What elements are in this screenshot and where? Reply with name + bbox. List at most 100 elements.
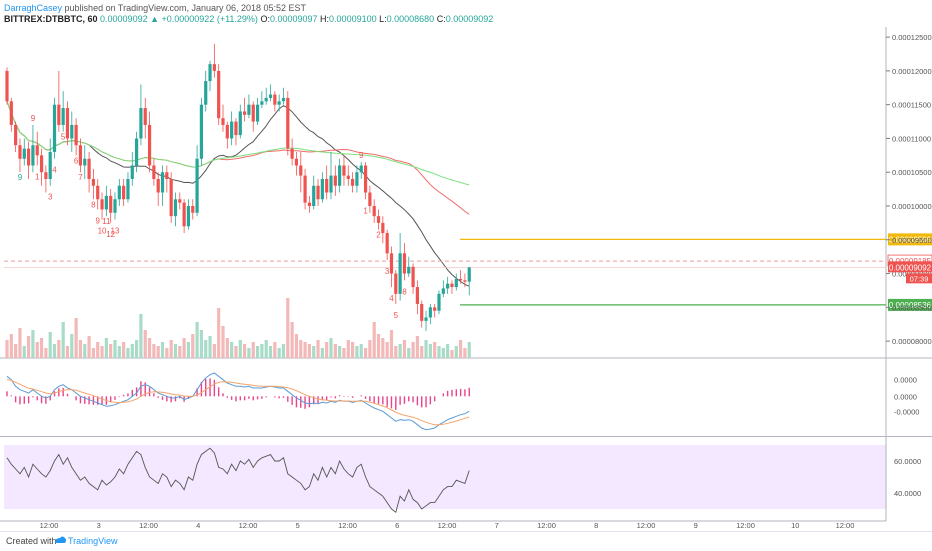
volume-bar <box>398 344 402 358</box>
volume-bar <box>221 326 225 358</box>
volume-bar <box>173 344 178 358</box>
td-sequential-label: 8 <box>91 200 96 209</box>
volume-bar <box>312 346 316 358</box>
candle-body <box>454 278 458 288</box>
volume-bar <box>243 344 247 358</box>
volume-bar <box>96 342 100 358</box>
volume-bar <box>437 346 441 358</box>
rsi-band <box>4 445 886 509</box>
candle-body <box>411 266 415 288</box>
candle-body <box>286 97 290 149</box>
volume-bar <box>329 338 333 358</box>
candle-body <box>277 101 281 105</box>
candle-body <box>385 233 389 254</box>
symbol-info: BITTREX:DTBBTC, 60 0.00009092 ▲ +0.00000… <box>4 14 493 24</box>
candle-body <box>31 145 35 166</box>
candle-body <box>441 288 445 294</box>
time-tick-label: 12:00 <box>239 521 258 530</box>
last-price-tag <box>888 261 932 273</box>
volume-bar <box>52 344 57 358</box>
macd-tick-label: -0.0000 <box>894 407 919 416</box>
candle-body <box>316 185 320 200</box>
tradingview-logo-icon[interactable] <box>54 534 67 547</box>
volume-bar <box>160 342 165 358</box>
ohlc-open-label: O: <box>260 14 270 24</box>
candle-body <box>351 178 355 186</box>
countdown-label: 07:39 <box>910 274 929 283</box>
candle-body <box>376 216 381 223</box>
volume-bar <box>286 298 290 358</box>
volume-bar <box>463 348 467 358</box>
candle-body <box>100 199 104 210</box>
rsi-line <box>6 447 470 513</box>
volume-bar <box>446 344 450 358</box>
candle-body <box>87 158 91 179</box>
candle-body <box>152 165 156 179</box>
created-with-label: Created with <box>6 536 57 546</box>
volume-bar <box>342 348 346 358</box>
candle-body <box>446 283 450 289</box>
td-sequential-label: 3 <box>48 193 53 202</box>
volume-bar <box>126 348 130 358</box>
volume-bar <box>428 344 432 358</box>
volume-bar <box>268 346 273 358</box>
candle-body <box>294 158 299 166</box>
footer-bar: Created with TradingView <box>0 531 932 551</box>
author-link[interactable]: DarraghCasey <box>4 3 63 13</box>
volume-bar <box>22 346 26 358</box>
volume-bar <box>351 342 355 358</box>
candle-body <box>459 278 463 281</box>
candle-body <box>402 253 407 274</box>
candle-body <box>113 199 117 213</box>
ohlc-close-value: 0.00009092 <box>445 14 494 24</box>
volume-bar <box>450 350 454 358</box>
volume-bar <box>225 338 229 358</box>
candle-body <box>57 104 61 125</box>
volume-bar <box>182 338 186 358</box>
price-tick-label: 0.00008500 <box>892 303 932 312</box>
volume-bar <box>454 346 458 358</box>
volume-bar <box>359 344 363 358</box>
candle-body <box>359 165 363 173</box>
volume-bar <box>152 344 156 358</box>
time-tick-label: 12:00 <box>836 521 855 530</box>
tradingview-link[interactable]: TradingView <box>68 536 118 546</box>
candle-body <box>143 108 147 125</box>
candle-body <box>147 124 152 166</box>
volume-bar <box>65 346 70 358</box>
candle-body <box>52 104 57 152</box>
volume-bar <box>78 340 83 358</box>
volume-bar <box>316 340 320 358</box>
volume-bar <box>260 344 264 358</box>
time-tick-label: 12:00 <box>736 521 755 530</box>
td-sequential-label: 4 <box>52 166 57 175</box>
volume-bar <box>31 330 35 358</box>
time-tick-label: 10 <box>791 521 799 530</box>
price-tick-label: 0.00012500 <box>892 33 932 42</box>
chart-canvas[interactable]: 0.000095060.0000853699513467891011121391… <box>0 0 932 531</box>
candle-body <box>320 178 324 200</box>
volume-bar <box>35 342 39 358</box>
td-sequential-label: 2 <box>376 231 381 240</box>
volume-bar <box>441 348 445 358</box>
td-sequential-label: 6 <box>74 156 79 165</box>
td-sequential-label: 5 <box>61 133 66 142</box>
last-price: 0.00009092 <box>100 14 148 24</box>
candle-body <box>329 175 333 193</box>
volume-bar <box>273 342 277 358</box>
candle-body <box>199 104 203 159</box>
symbol-label[interactable]: BITTREX:DTBBTC, 60 <box>4 14 98 24</box>
candle-body <box>281 97 286 102</box>
candle-body <box>381 222 385 234</box>
price-level-label: 0.00009506 <box>889 235 932 244</box>
candle-body <box>126 178 130 200</box>
volume-bar <box>70 334 74 358</box>
td-sequential-label: 9 <box>359 151 364 160</box>
volume-bar <box>411 342 415 358</box>
macd-tick-label: 0.0000 <box>894 376 917 385</box>
volume-bar <box>113 340 117 358</box>
volume-bar <box>363 348 368 358</box>
volume-bar <box>44 348 48 358</box>
volume-bar <box>143 330 147 358</box>
rsi-tick-label: 60.0000 <box>894 457 921 466</box>
